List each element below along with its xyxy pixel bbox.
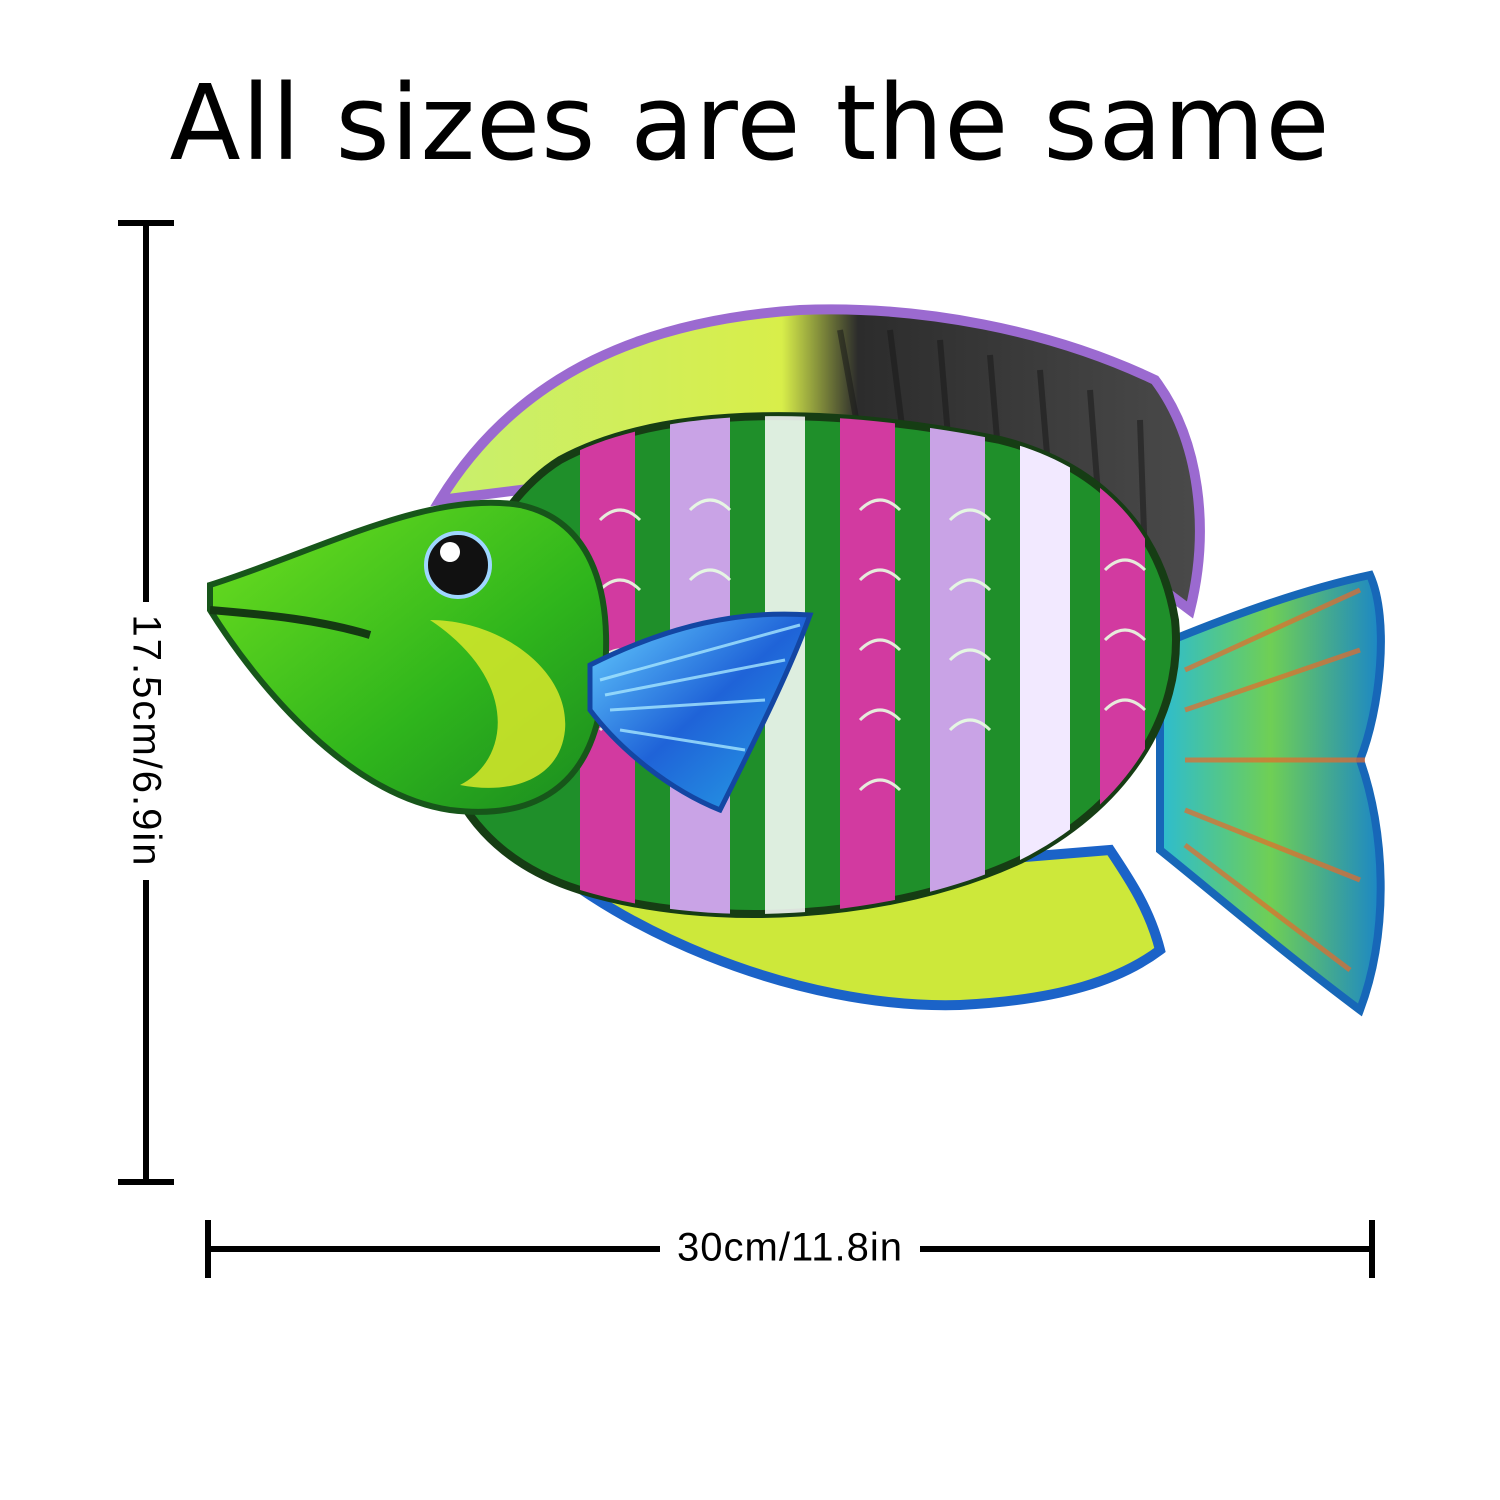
eye — [424, 531, 492, 599]
width-label: 30cm/11.8in — [677, 1225, 903, 1270]
cheek — [430, 620, 566, 788]
height-label: 17.5cm/6.9in — [124, 614, 169, 868]
mouth — [209, 606, 372, 639]
fish-illustration — [207, 304, 1385, 1017]
width-line-right — [920, 1246, 1375, 1252]
height-dimension: 17.5cm/6.9in — [110, 220, 180, 1185]
tail-fin — [1156, 570, 1385, 1017]
pectoral-fin — [587, 611, 814, 814]
height-line-lower — [143, 880, 149, 1185]
height-line-upper — [143, 220, 149, 602]
eye-highlight — [440, 542, 460, 562]
headline: All sizes are the same — [169, 62, 1331, 184]
width-cap-right — [1369, 1220, 1375, 1278]
width-dimension: 30cm/11.8in — [205, 1218, 1375, 1278]
width-line-left — [205, 1246, 660, 1252]
height-cap-bottom — [118, 1179, 174, 1185]
